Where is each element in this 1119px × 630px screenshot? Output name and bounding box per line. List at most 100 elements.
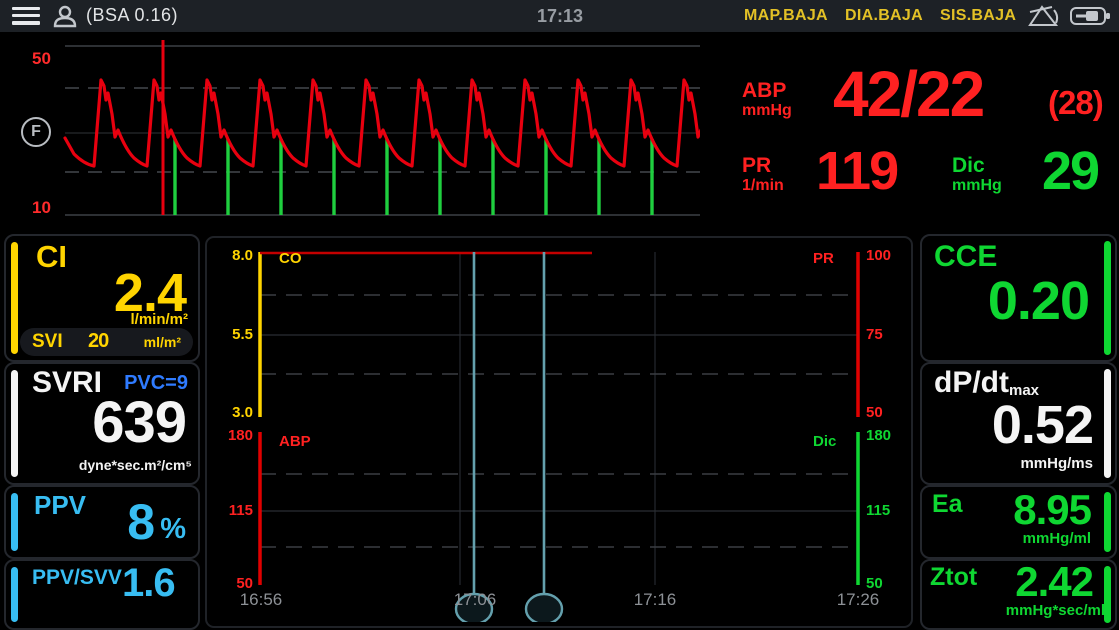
time-label-1726: 17:26 — [836, 590, 880, 609]
svri-unit: dyne*sec.m²/cm⁵ — [78, 457, 192, 473]
dpdt-accent-bar — [1104, 369, 1111, 478]
abp-unit: mmHg — [742, 102, 792, 119]
svri-value: 639 — [92, 390, 187, 455]
ci-label: CI — [36, 239, 67, 274]
cce-tile[interactable]: CCE 0.20 — [920, 234, 1117, 362]
dic-tick-180: 180 — [866, 427, 892, 444]
dic-label: Dic — [952, 154, 985, 177]
ppv-label: PPV — [34, 490, 87, 520]
dic-unit: mmHg — [952, 177, 1002, 194]
svi-value: 20 — [88, 330, 109, 352]
dpdt-tile[interactable]: dP/dtmax 0.52 mmHg/ms — [920, 362, 1117, 485]
abp-series-label: ABP — [279, 433, 311, 450]
pr-value: 119 — [816, 141, 899, 201]
abp-waveform-path — [63, 78, 700, 168]
ci-tile[interactable]: CI 2.4 l/min/m² SVI 20 ml/m² — [4, 234, 200, 362]
upper-trend-grid — [260, 294, 858, 375]
dic-tick-50: 50 — [866, 575, 883, 592]
dpdt-label-main: dP/dt — [934, 366, 1009, 399]
ztot-value: 2.42 — [1015, 558, 1094, 605]
time-label-1706: 17:06 — [453, 590, 497, 609]
co-tick-80: 8.0 — [232, 247, 253, 264]
ztot-unit: mmHg*sec/ml — [1005, 602, 1105, 619]
vitals-block[interactable]: ABP mmHg 42/22 (28) PR 1/min 119 Dic mmH… — [720, 40, 1116, 230]
ppv-value: 8 — [127, 494, 155, 550]
pr-unit: 1/min — [742, 177, 784, 194]
pr-label: PR — [742, 154, 772, 177]
alarm-message-map: MAP.BAJA — [744, 7, 828, 24]
abp-tick-180: 180 — [227, 427, 253, 444]
alarm-message-dia: DIA.BAJA — [845, 7, 923, 24]
abp-value: 42/22 — [833, 58, 985, 130]
pr-series-label: PR — [813, 250, 834, 267]
trend-cursor-1-handle[interactable] — [454, 592, 494, 622]
ci-unit: l/min/m² — [130, 311, 188, 328]
waveform-scale-max: 50 — [32, 49, 51, 68]
dic-tick-115: 115 — [866, 502, 891, 519]
ppv-svv-accent-bar — [11, 567, 18, 622]
menu-icon[interactable] — [12, 7, 40, 25]
ppv-unit: % — [160, 513, 186, 545]
pr-tick-75: 75 — [866, 326, 883, 343]
ppv-svv-tile[interactable]: PPV/SVV 1.6 — [4, 559, 200, 630]
ppv-svv-value: 1.6 — [122, 561, 176, 605]
time-label-1656: 16:56 — [239, 590, 283, 609]
dpdt-label: dP/dtmax — [934, 366, 1040, 399]
ea-accent-bar — [1104, 492, 1111, 552]
alarm-paused-icon[interactable] — [1026, 4, 1062, 28]
ea-tile[interactable]: Ea 8.95 mmHg/ml — [920, 485, 1117, 559]
ztot-label: Ztot — [930, 563, 978, 591]
ztot-accent-bar — [1104, 566, 1111, 623]
svri-label: SVRI — [32, 366, 103, 399]
cce-value: 0.20 — [987, 271, 1090, 331]
ea-unit: mmHg/ml — [1022, 530, 1091, 547]
svi-unit: ml/m² — [143, 334, 181, 350]
cce-accent-bar — [1104, 241, 1111, 355]
trend-chart-panel[interactable]: 8.0 5.5 3.0 CO PR 100 75 50 180 115 50 A… — [205, 236, 913, 628]
svri-tile[interactable]: SVRI PVC=9 639 dyne*sec.m²/cm⁵ — [4, 362, 200, 485]
lower-trend-grid — [260, 473, 858, 548]
pr-tick-50: 50 — [866, 404, 883, 421]
battery-charging-icon — [1070, 7, 1110, 25]
ci-value: 2.4 — [113, 263, 187, 323]
dic-value: 29 — [1042, 141, 1100, 201]
waveform-scale-min: 10 — [32, 198, 51, 217]
top-bar: (BSA 0.16) 17:13 MAP.BAJA DIA.BAJA SIS.B… — [0, 0, 1119, 32]
alarm-message-sis: SIS.BAJA — [940, 7, 1017, 24]
svri-accent-bar — [11, 370, 18, 477]
ea-value: 8.95 — [1013, 486, 1092, 533]
trend-cursor-2-handle[interactable] — [524, 592, 564, 622]
patient-icon[interactable] — [52, 4, 78, 28]
trend-cursor-1[interactable] — [454, 252, 494, 622]
dic-series-label: Dic — [813, 433, 837, 450]
time-label-1716: 17:16 — [633, 590, 677, 609]
ppv-accent-bar — [11, 493, 18, 551]
ztot-tile[interactable]: Ztot 2.42 mmHg*sec/ml — [920, 559, 1117, 630]
pr-tick-100: 100 — [866, 247, 892, 264]
ppv-svv-label: PPV/SVV — [32, 566, 122, 589]
dpdt-value: 0.52 — [991, 395, 1094, 455]
abp-tick-115: 115 — [228, 502, 253, 519]
cce-label: CCE — [934, 240, 998, 273]
dpdt-unit: mmHg/ms — [1020, 455, 1093, 472]
abp-map-value: (28) — [1048, 84, 1104, 121]
abp-tick-50: 50 — [236, 575, 253, 592]
pvc-value: PVC=9 — [124, 372, 188, 394]
abp-waveform-plot — [63, 40, 700, 216]
co-tick-55: 5.5 — [232, 326, 253, 343]
svi-row[interactable]: SVI 20 ml/m² — [20, 328, 193, 356]
ea-label: Ea — [932, 490, 963, 518]
svi-label: SVI — [32, 331, 63, 352]
dicrotic-markers — [173, 139, 654, 215]
ppv-tile[interactable]: PPV 8 % — [4, 485, 200, 559]
co-tick-30: 3.0 — [232, 404, 253, 421]
dpdt-label-sub: max — [1009, 382, 1040, 399]
trend-cursor-2[interactable] — [524, 252, 564, 622]
ci-accent-bar — [11, 242, 18, 354]
clock: 17:13 — [536, 6, 584, 26]
bsa-value[interactable]: (BSA 0.16) — [86, 5, 179, 25]
filter-indicator-icon[interactable]: F — [21, 117, 51, 147]
co-series-label: CO — [279, 250, 302, 267]
abp-label: ABP — [742, 79, 787, 102]
